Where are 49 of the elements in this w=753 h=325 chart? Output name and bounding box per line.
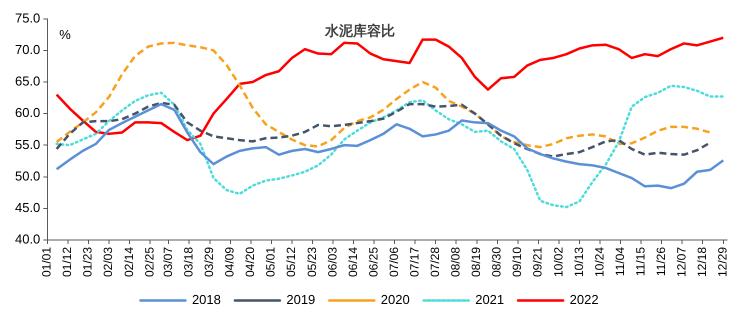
y-tick-label: 70.0 [14,42,40,57]
x-tick-label: 04/20 [243,246,258,277]
x-tick-label: 11/26 [654,246,668,276]
x-tick-label: 07/28 [428,246,442,277]
x-tick-label: 02/14 [122,246,136,277]
x-tick-label: 01/01 [40,246,54,277]
x-tick-label: 09/10 [510,246,524,277]
x-tick-label: 07/06 [386,246,401,277]
x-tick-label: 10/13 [572,246,586,277]
x-tick-label: 01/23 [80,246,95,277]
x-tick-label: 05/23 [304,246,319,277]
x-tick-label: 08/08 [448,246,463,277]
x-tick-label: 03/18 [182,246,196,277]
x-tick-label: 08/30 [490,246,504,277]
x-tick-label: 12/29 [716,246,730,277]
x-tick-label: 03/29 [202,246,216,277]
x-tick-label: 04/09 [222,246,237,277]
chart-title: 水泥库容比 [324,22,395,40]
x-tick-label: 11/04 [612,246,627,276]
x-tick-label: 11/15 [633,246,648,276]
x-tick-label: 06/25 [366,246,380,277]
x-tick-label: 08/19 [469,246,484,277]
x-tick-label: 12/07 [674,246,688,277]
y-tick-label: 50.0 [14,168,40,184]
y-tick-label: 45.0 [14,200,40,215]
x-tick-label: 10/24 [592,246,606,277]
x-tick-label: 05/12 [284,246,298,277]
y-tick-label: 75.0 [14,10,40,26]
x-tick-label: 03/07 [160,246,175,277]
x-tick-label: 02/25 [142,246,156,277]
legend-label: 2019 [286,292,316,308]
x-tick-label: 02/03 [101,246,116,277]
x-tick-label: 06/14 [346,246,360,277]
y-axis-title: % [59,26,72,42]
legend-label: 2021 [475,292,504,308]
x-tick-label: 06/03 [325,246,340,277]
y-tick-label: 40.0 [14,232,40,247]
legend-label: 2022 [570,292,599,308]
legend-label: 2018 [192,292,221,308]
y-tick-label: 60.0 [14,105,40,120]
y-tick-label: 65.0 [14,74,40,89]
x-tick-label: 09/21 [530,246,545,277]
x-tick-label: 05/01 [264,246,278,277]
x-tick-label: 01/12 [60,246,74,277]
y-tick-label: 55.0 [14,136,40,152]
legend-label: 2020 [380,292,410,308]
x-tick-label: 07/17 [407,246,422,277]
x-tick-label: 12/18 [695,246,710,277]
x-tick-label: 10/02 [551,246,566,277]
